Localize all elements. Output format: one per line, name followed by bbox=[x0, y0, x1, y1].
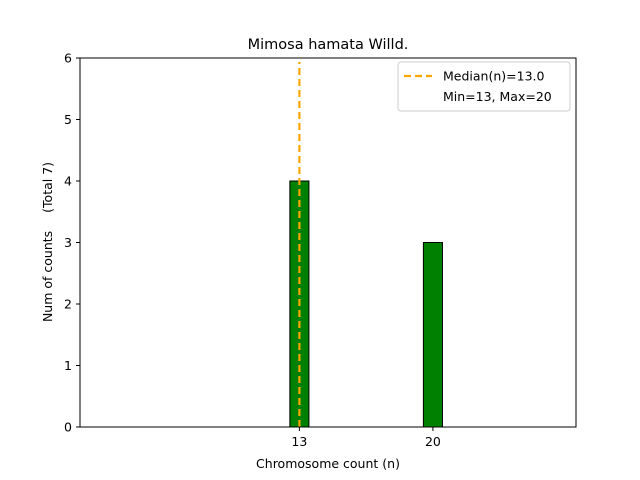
y-tick-label-1: 1 bbox=[64, 358, 72, 373]
y-axis-label: Num of counts (Total 7) bbox=[40, 162, 55, 322]
x-tick-label-20: 20 bbox=[425, 434, 441, 449]
bar-20 bbox=[422, 242, 443, 428]
y-tick-label-3: 3 bbox=[64, 235, 72, 250]
y-axis-ticks: 0 1 2 3 4 5 6 bbox=[64, 51, 80, 435]
y-tick-label-4: 4 bbox=[64, 174, 72, 189]
y-tick-label-2: 2 bbox=[64, 297, 72, 312]
legend-box bbox=[397, 61, 571, 112]
legend-entry-median: Median(n)=13.0 bbox=[443, 69, 544, 84]
legend-entry-minmax: Min=13, Max=20 bbox=[443, 89, 552, 104]
y-tick-label-6: 6 bbox=[64, 51, 72, 66]
legend: Median(n)=13.0 Min=13, Max=20 bbox=[397, 61, 571, 112]
chart-title: Mimosa hamata Willd. bbox=[248, 37, 409, 53]
y-tick-label-5: 5 bbox=[64, 112, 72, 127]
x-axis-ticks: 13 20 bbox=[291, 427, 441, 449]
y-tick-label-0: 0 bbox=[64, 420, 72, 435]
x-tick-label-13: 13 bbox=[291, 434, 307, 449]
y-axis-label-main: Num of counts bbox=[40, 231, 55, 322]
x-axis-label: Chromosome count (n) bbox=[256, 456, 400, 471]
y-axis-label-total: (Total 7) bbox=[40, 162, 55, 213]
